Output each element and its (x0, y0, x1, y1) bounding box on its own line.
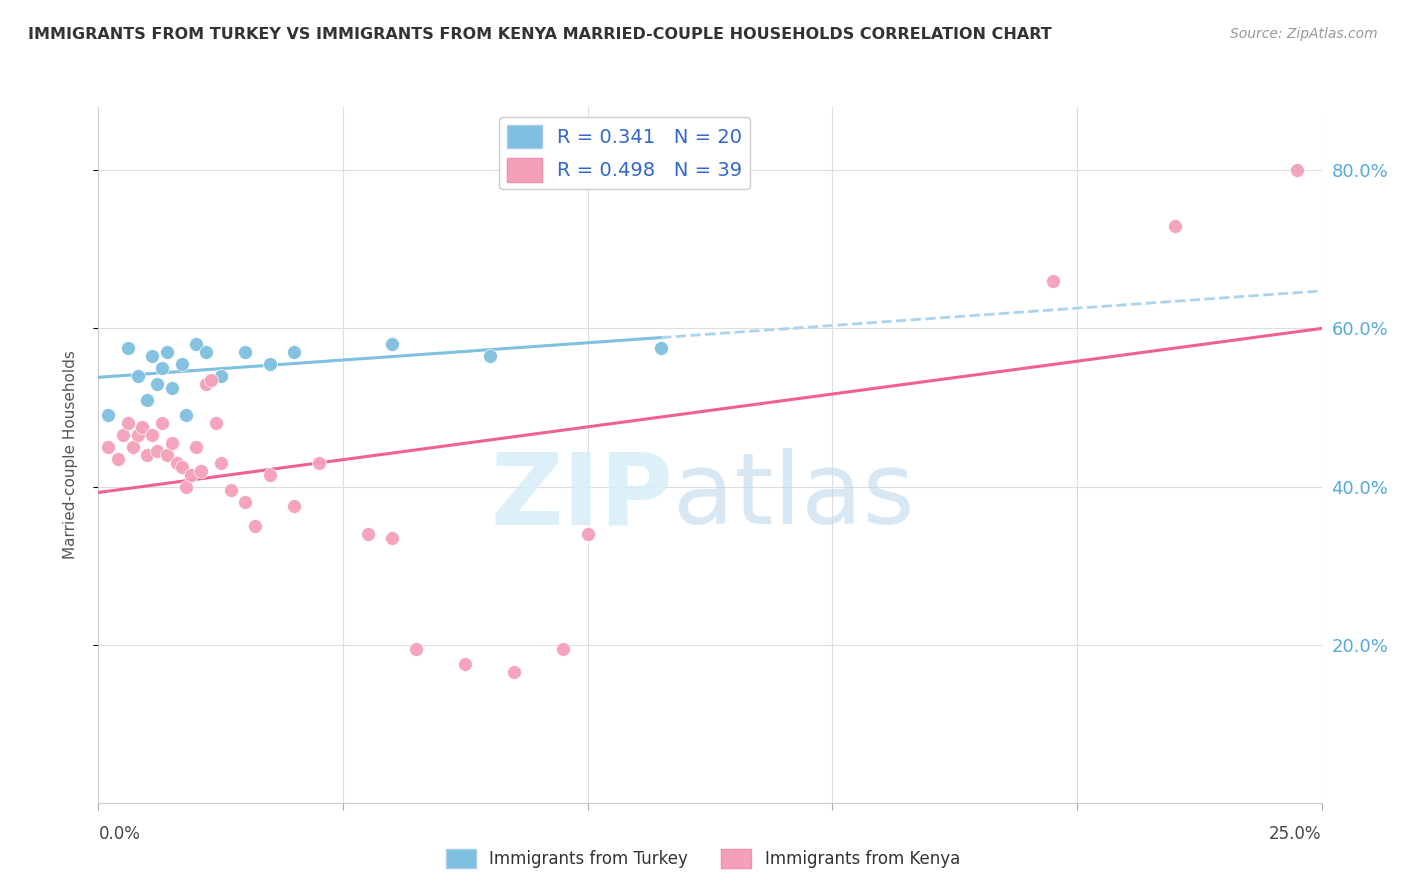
Point (209, 456, 232, 470)
Point (121, 440, 143, 454)
Text: IMMIGRANTS FROM TURKEY VS IMMIGRANTS FROM KENYA MARRIED-COUPLE HOUSEHOLDS CORREL: IMMIGRANTS FROM TURKEY VS IMMIGRANTS FRO… (28, 27, 1052, 42)
Point (243, 519, 266, 533)
Point (136, 448, 159, 462)
Point (156, 345, 179, 359)
Legend: R = 0.341   N = 20, R = 0.498   N = 39: R = 0.341 N = 20, R = 0.498 N = 39 (499, 117, 749, 189)
Point (136, 392, 159, 407)
Point (97, 440, 120, 454)
Point (308, 456, 330, 470)
Point (127, 428, 149, 442)
Point (259, 357, 281, 371)
Point (454, 657, 477, 672)
Point (381, 531, 404, 545)
Point (1042, 274, 1064, 288)
Point (150, 417, 173, 431)
Point (186, 440, 208, 454)
Point (166, 456, 188, 470)
Point (117, 341, 139, 355)
Point (233, 495, 256, 509)
Point (233, 345, 256, 359)
Point (186, 337, 208, 351)
Point (405, 641, 427, 656)
Point (156, 448, 179, 462)
Point (97, 409, 120, 423)
Point (111, 428, 134, 442)
Point (209, 368, 232, 383)
Point (205, 417, 228, 431)
Point (117, 417, 139, 431)
Point (170, 357, 193, 371)
Point (141, 349, 163, 363)
Text: 25.0%: 25.0% (1270, 825, 1322, 843)
Point (200, 373, 222, 387)
Point (141, 428, 163, 442)
Point (219, 483, 242, 498)
Point (127, 368, 149, 383)
Point (381, 337, 404, 351)
Text: atlas: atlas (673, 448, 915, 545)
Point (190, 464, 212, 478)
Point (259, 467, 281, 482)
Point (576, 527, 599, 541)
Y-axis label: Married-couple Households: Married-couple Households (63, 351, 77, 559)
Point (195, 345, 218, 359)
Text: 0.0%: 0.0% (98, 825, 141, 843)
Point (503, 665, 526, 680)
Point (1164, 219, 1187, 233)
Point (170, 459, 193, 474)
Point (176, 409, 198, 423)
Point (283, 345, 305, 359)
Point (146, 376, 169, 391)
Text: ZIP: ZIP (491, 448, 673, 545)
Point (131, 420, 153, 434)
Text: Source: ZipAtlas.com: Source: ZipAtlas.com (1230, 27, 1378, 41)
Point (160, 436, 183, 450)
Point (553, 641, 575, 656)
Point (478, 349, 501, 363)
Point (176, 479, 198, 493)
Point (107, 451, 129, 466)
Legend: Immigrants from Turkey, Immigrants from Kenya: Immigrants from Turkey, Immigrants from … (439, 843, 967, 875)
Point (180, 467, 202, 482)
Point (1286, 163, 1309, 178)
Point (146, 444, 169, 458)
Point (160, 381, 183, 395)
Point (356, 527, 378, 541)
Point (650, 341, 672, 355)
Point (150, 360, 173, 375)
Point (195, 376, 218, 391)
Point (283, 500, 305, 514)
